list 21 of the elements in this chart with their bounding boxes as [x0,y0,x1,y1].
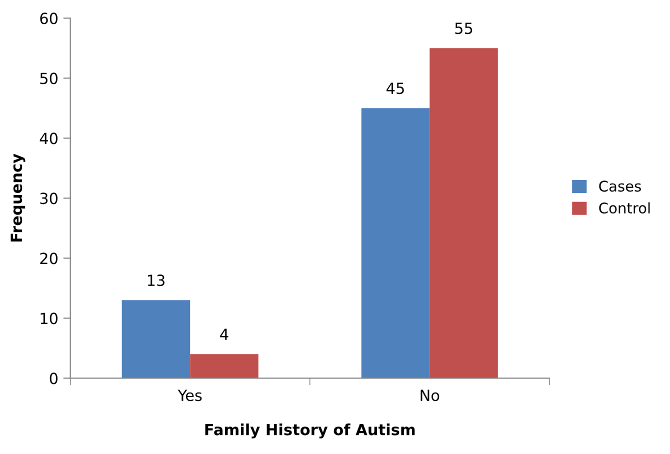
x-axis-title: Family History of Autism [205,424,415,438]
x-tick-label: Yes [178,390,202,402]
y-tick-label: 20 [40,252,58,264]
legend-label: Cases [599,180,641,192]
y-tick-label: 10 [40,312,58,324]
data-label: 55 [455,22,472,34]
x-tick-label: No [420,390,440,402]
y-tick-label: 60 [40,12,58,24]
data-label: 13 [148,274,164,286]
data-label: 4 [220,328,228,340]
y-tick-label: 30 [40,192,58,204]
bar [361,108,430,378]
bar [190,354,258,378]
y-tick-label: 50 [40,72,58,84]
bar [430,48,498,378]
bar [122,300,190,378]
y-axis-title: Frequency [10,154,26,242]
data-label: 45 [386,82,404,94]
y-tick-label: 40 [40,132,58,144]
legend-label: Control [599,202,650,214]
y-tick-label: 0 [50,372,58,384]
